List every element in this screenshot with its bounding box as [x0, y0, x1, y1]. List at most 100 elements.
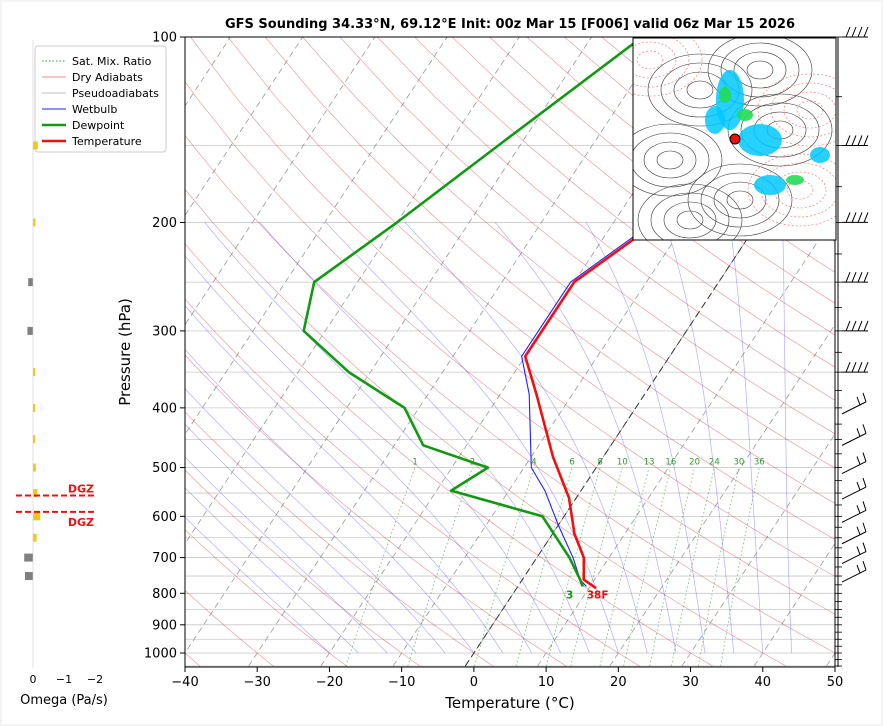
inset-contour	[636, 50, 664, 70]
moist-adiabat	[325, 222, 619, 654]
inset-precip-area	[754, 175, 786, 195]
dry-adiabat	[190, 37, 835, 577]
dgz-label: DGZ	[68, 482, 94, 495]
isotherm-line	[185, 37, 592, 654]
omega-tick-label: −1	[56, 673, 72, 686]
inset-contour	[720, 42, 800, 98]
y-tick-label: 700	[152, 551, 177, 566]
moist-adiabat	[782, 222, 793, 654]
legend: Sat. Mix. Ratio Dry Adiabats Pseudoadiabat…	[34, 45, 167, 153]
inset-contour	[757, 73, 836, 147]
x-tick-label: −10	[388, 675, 415, 690]
wind-barb	[841, 477, 867, 500]
inset-contour	[700, 172, 780, 228]
legend-label: Temperature	[71, 135, 142, 148]
mixing-ratio-label: 10	[617, 458, 628, 468]
mixing-ratio-line	[649, 467, 695, 667]
omega-axis-label: Omega (Pa/s)	[20, 693, 108, 708]
inset-contour	[650, 192, 730, 240]
mixing-ratio-line	[546, 467, 601, 667]
omega-bar	[33, 512, 41, 521]
inset-contour	[633, 38, 703, 97]
y-tick-label: 800	[152, 587, 177, 602]
inset-contour	[727, 93, 833, 167]
omega-bar	[27, 326, 33, 335]
dry-adiabat	[339, 37, 835, 435]
dry-adiabat	[377, 37, 835, 401]
dry-adiabat	[265, 37, 835, 504]
mixing-ratio-line	[671, 467, 715, 667]
omega-bar	[28, 278, 33, 287]
y-tick-label: 1000	[144, 647, 177, 662]
dry-adiabat	[185, 188, 787, 667]
x-tick-label: −20	[316, 675, 343, 690]
omega-bar	[33, 403, 35, 412]
wind-barb	[841, 522, 867, 545]
dry-adiabat	[185, 134, 835, 654]
plot-annotations: 1 2 4 6 8 10 13 16 20 24 30 363 38F	[412, 458, 764, 602]
dewpoint-line	[302, 37, 643, 587]
mixing-ratio-line	[570, 467, 623, 667]
omega-bar	[24, 553, 33, 562]
dry-adiabat	[227, 37, 835, 540]
wind-barb	[842, 320, 869, 332]
mixing-ratio-label: 1	[412, 458, 417, 468]
mixing-ratio-label: 30	[733, 458, 744, 468]
isotherm-line	[537, 214, 835, 667]
inset-contour	[726, 190, 754, 210]
mixing-ratio-line	[599, 467, 650, 667]
omega-bar	[33, 368, 35, 377]
moist-adiabat	[185, 487, 359, 654]
wind-barb	[841, 542, 867, 565]
omega-bar	[33, 533, 37, 542]
moist-adiabat	[404, 222, 648, 654]
inset-contour	[633, 41, 677, 79]
isotherm-line	[320, 37, 737, 667]
inset-contour	[783, 91, 836, 129]
x-tick-label: −40	[171, 675, 198, 690]
inset-contour	[786, 180, 814, 200]
inset-contour	[686, 80, 714, 100]
inset-rain-area	[786, 175, 804, 185]
inset-contour	[687, 163, 793, 237]
inset-rain-area	[719, 87, 731, 103]
y-tick-label: 400	[152, 401, 177, 416]
x-tick-label: 50	[827, 675, 844, 690]
inset-contour	[643, 141, 697, 179]
y-tick-label: 100	[152, 31, 177, 46]
inset-contour	[633, 132, 710, 188]
mixing-ratio-line	[515, 467, 573, 667]
x-tick-label: 0	[470, 675, 478, 690]
wind-barb	[841, 501, 867, 523]
inset-contour	[676, 210, 704, 230]
y-tick-label: 200	[152, 216, 177, 231]
x-tick-label: 20	[610, 675, 627, 690]
mixing-ratio-label: 2	[470, 458, 475, 468]
dry-adiabat	[489, 37, 835, 304]
mixing-ratio-line	[407, 467, 473, 667]
moist-adiabat	[185, 305, 504, 654]
omega-tick-label: 0	[30, 673, 37, 686]
legend-label: Dewpoint	[72, 119, 125, 132]
wind-barbs-panel	[837, 26, 869, 667]
moist-adiabat	[185, 423, 417, 654]
wind-barb	[842, 271, 869, 283]
wind-barb	[841, 452, 867, 475]
wind-barb	[842, 361, 869, 373]
inset-contour	[647, 53, 753, 127]
moist-adiabat	[185, 255, 533, 654]
inset-contour	[770, 82, 836, 138]
omega-bar	[33, 141, 38, 150]
legend-label: Sat. Mix. Ratio	[72, 55, 152, 68]
synoptic-map-inset	[632, 37, 837, 241]
chart-title: GFS Sounding 34.33°N, 69.12°E Init: 00z …	[225, 17, 795, 32]
isotherm-line	[248, 37, 665, 667]
y-axis-label: Pressure (hPa)	[116, 298, 134, 406]
legend-label: Wetbulb	[72, 103, 117, 116]
dry-adiabat	[185, 529, 347, 667]
inset-contour	[663, 201, 717, 239]
inset-contour	[633, 123, 723, 197]
x-tick-label: −30	[244, 675, 271, 690]
inset-contour	[633, 38, 690, 88]
